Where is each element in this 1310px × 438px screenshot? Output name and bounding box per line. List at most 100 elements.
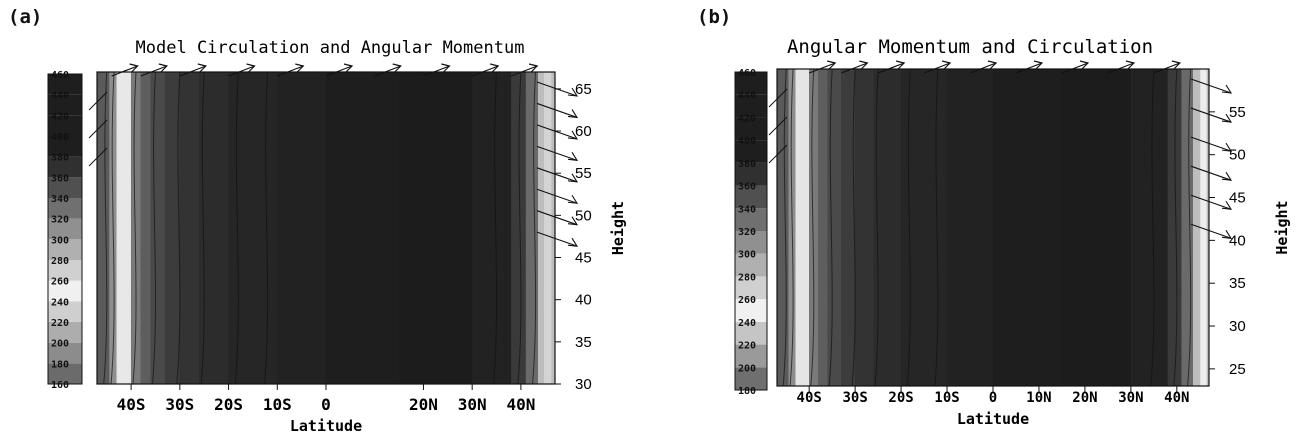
colorbar-segment	[735, 162, 767, 186]
contour-line	[493, 71, 498, 385]
colorbar-tick-label: 180	[738, 386, 756, 397]
arrowhead	[158, 63, 169, 73]
circulation-arrow	[536, 188, 578, 204]
colorbar-segment	[48, 322, 82, 343]
y-tick-label: 35	[1229, 275, 1246, 292]
colorbar-tick-label: 460	[738, 68, 756, 79]
x-tick-label: 30S	[165, 395, 194, 414]
circulation-arrow	[1190, 136, 1232, 152]
contour-line	[851, 68, 856, 387]
colorbar-segment	[735, 140, 767, 163]
colorbar-tick-label: 340	[738, 204, 756, 215]
contour-line	[151, 71, 157, 385]
panel-label-b: (b)	[697, 6, 732, 28]
contour-line	[103, 71, 108, 385]
circulation-arrow	[179, 65, 207, 77]
x-tick-label: 30S	[842, 390, 867, 406]
colorbar-tick-label: 240	[738, 318, 756, 329]
contour-band	[855, 69, 874, 386]
contour-line	[1150, 68, 1155, 387]
circulation-arrow	[768, 116, 788, 136]
y-tick-label: 45	[1229, 190, 1246, 207]
arrowhead	[295, 63, 305, 73]
circulation-arrow	[841, 62, 868, 74]
circulation-arrow	[1107, 62, 1135, 74]
arrowhead	[941, 60, 952, 70]
x-tick-label: 40S	[117, 395, 146, 414]
contour-line	[906, 68, 911, 387]
colorbar-tick-label: 400	[51, 132, 69, 143]
colorbar-segment	[735, 321, 767, 345]
colorbar-segment	[735, 276, 767, 300]
circulation-arrow	[877, 62, 905, 74]
colorbar-tick-label: 260	[51, 277, 69, 288]
y-tick-label: 45	[575, 250, 592, 267]
y-tick-label: 55	[1229, 104, 1246, 121]
circulation-arrow	[88, 147, 108, 167]
contour-band	[326, 72, 400, 384]
contour-band	[165, 72, 180, 384]
colorbar-segment	[735, 72, 767, 95]
contour-line	[110, 71, 115, 385]
colorbar-segment	[735, 344, 767, 368]
arrowhead	[1033, 60, 1044, 70]
circulation-arrow	[536, 145, 578, 161]
arrowhead	[246, 63, 256, 73]
x-tick-label: 40S	[797, 390, 822, 406]
contour-line	[200, 71, 205, 385]
colorbar-tick-label: 300	[51, 235, 69, 246]
colorbar-segment	[48, 94, 82, 116]
contour-band	[1130, 69, 1168, 386]
y-tick-label: 35	[575, 334, 592, 351]
y-tick-label: 50	[1229, 147, 1246, 164]
contour-line	[176, 71, 181, 385]
circulation-arrow	[969, 62, 997, 74]
colorbar-segment	[735, 253, 767, 277]
contour-band	[818, 69, 828, 386]
circulation-arrow	[536, 124, 578, 140]
y-tick-label: 30	[575, 376, 592, 393]
arrowhead	[567, 216, 579, 226]
circulation-arrow	[111, 65, 138, 77]
x-tick-label: 20S	[888, 390, 913, 406]
circulation-arrow	[1190, 223, 1232, 239]
colorbar-tick-label: 200	[738, 363, 756, 374]
circulation-arrow	[140, 65, 168, 77]
colorbar-segment	[48, 301, 82, 322]
colorbar-frame	[47, 73, 83, 385]
colorbar-tick-label: 380	[51, 153, 69, 164]
colorbar-segment	[48, 218, 82, 240]
colorbar-tick-label: 440	[51, 91, 69, 102]
colorbar-segment	[48, 363, 82, 384]
contour-band	[993, 69, 1062, 386]
contour-line	[264, 71, 269, 385]
circulation-arrow	[808, 62, 836, 74]
contour-band	[841, 69, 856, 386]
colorbar-tick-label: 400	[738, 136, 756, 147]
contour-band	[97, 72, 110, 384]
light-contour-band	[1200, 69, 1207, 386]
arrowhead	[1079, 60, 1090, 70]
colorbar-segment	[48, 198, 82, 219]
colorbar-segment	[735, 185, 767, 209]
arrowhead	[987, 60, 998, 70]
colorbar-tick-label: 180	[51, 359, 69, 370]
contour-band	[947, 69, 993, 386]
colorbar-segment	[48, 177, 82, 198]
colorbar-tick-label: 160	[51, 380, 69, 391]
colorbar-tick-label: 220	[738, 341, 756, 352]
colorbar-tick-label: 360	[51, 173, 69, 184]
x-tick-label: 20N	[409, 395, 438, 414]
contour-line	[789, 68, 794, 387]
light-contour-band	[118, 72, 130, 384]
contour-band	[228, 72, 278, 384]
light-contour-band	[797, 69, 807, 386]
x-tick-label: 10S	[263, 395, 292, 414]
circulation-arrow	[228, 65, 255, 77]
contour-band	[131, 72, 141, 384]
colorbar-segment	[735, 208, 767, 231]
y-tick-label: 40	[575, 292, 592, 309]
x-tick-label: 0	[321, 395, 331, 414]
colorbar-tick-label: 340	[51, 194, 69, 205]
colorbar-tick-label: 220	[51, 318, 69, 329]
